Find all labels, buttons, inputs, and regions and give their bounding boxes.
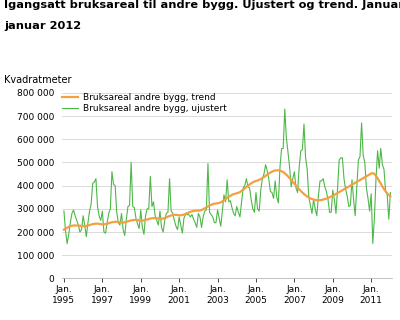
Bruksareal andre bygg, ujustert: [388, 191, 393, 195]
Bruksareal andre bygg, trend: [274, 168, 279, 172]
Bruksareal andre bygg, ujustert: [105, 221, 110, 225]
Bruksareal andre bygg, trend: [103, 222, 108, 226]
Text: Igangsatt bruksareal til andre bygg. Ujustert og trend. Januar 1995-: Igangsatt bruksareal til andre bygg. Uju…: [4, 0, 400, 10]
Bruksareal andre bygg, ujustert: [262, 172, 266, 176]
Bruksareal andre bygg, trend: [361, 176, 366, 180]
Bruksareal andre bygg, ujustert: [65, 242, 70, 245]
Bruksareal andre bygg, ujustert: [286, 150, 290, 154]
Bruksareal andre bygg, trend: [62, 228, 66, 232]
Text: Kvadratmeter: Kvadratmeter: [4, 75, 72, 85]
Bruksareal andre bygg, trend: [260, 176, 265, 180]
Bruksareal andre bygg, ujustert: [362, 161, 367, 164]
Bruksareal andre bygg, ujustert: [282, 107, 287, 111]
Bruksareal andre bygg, trend: [388, 194, 393, 198]
Text: januar 2012: januar 2012: [4, 21, 81, 31]
Bruksareal andre bygg, trend: [284, 173, 289, 177]
Line: Bruksareal andre bygg, trend: Bruksareal andre bygg, trend: [64, 170, 390, 230]
Legend: Bruksareal andre bygg, trend, Bruksareal andre bygg, ujustert: Bruksareal andre bygg, trend, Bruksareal…: [62, 93, 226, 113]
Bruksareal andre bygg, ujustert: [62, 209, 66, 213]
Bruksareal andre bygg, ujustert: [242, 184, 247, 188]
Bruksareal andre bygg, trend: [266, 172, 271, 175]
Bruksareal andre bygg, ujustert: [268, 189, 273, 193]
Bruksareal andre bygg, trend: [241, 188, 246, 192]
Line: Bruksareal andre bygg, ujustert: Bruksareal andre bygg, ujustert: [64, 109, 390, 244]
